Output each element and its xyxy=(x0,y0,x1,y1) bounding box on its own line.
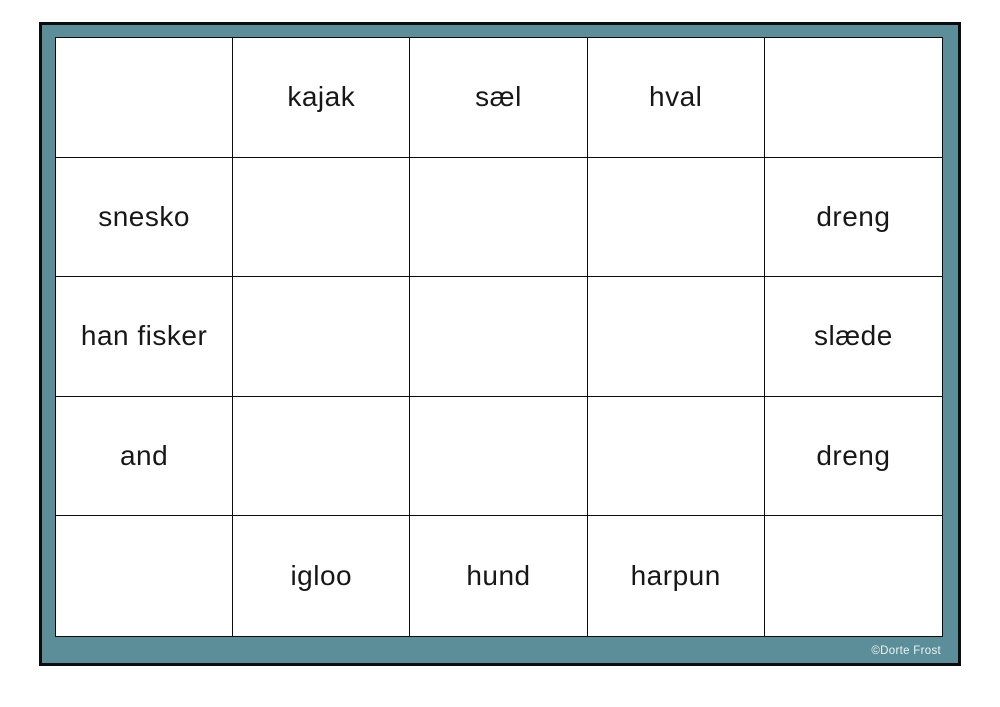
board-cell-empty[interactable] xyxy=(764,516,942,636)
cell-word-label: dreng xyxy=(816,440,891,472)
cell-word-label: han fisker xyxy=(80,320,208,352)
bingo-card-panel: kajak sæl hval snesko dreng han fisker slæde an… xyxy=(55,37,943,637)
cell-word-label: igloo xyxy=(290,560,353,592)
board-cell-word[interactable]: dreng xyxy=(764,157,942,278)
board-cell-word[interactable]: and xyxy=(56,396,234,517)
board-cell-empty[interactable] xyxy=(233,157,411,278)
board-cell-empty[interactable] xyxy=(233,396,411,517)
board-cell-empty[interactable] xyxy=(587,277,765,397)
bingo-grid: kajak sæl hval snesko dreng han fisker slæde an… xyxy=(56,38,942,636)
board-cell-word[interactable]: igloo xyxy=(233,516,411,636)
board-cell-empty[interactable] xyxy=(410,277,588,397)
cell-word-label: hval xyxy=(649,81,703,113)
board-cell-empty[interactable] xyxy=(56,38,234,158)
bingo-card-frame: kajak sæl hval snesko dreng han fisker slæde an… xyxy=(39,22,961,666)
board-cell-word[interactable]: snesko xyxy=(56,157,234,278)
board-cell-empty[interactable] xyxy=(410,396,588,517)
cell-word-label: harpun xyxy=(630,560,721,592)
cell-word-label: kajak xyxy=(287,81,356,113)
board-cell-word[interactable]: hund xyxy=(410,516,588,636)
board-cell-word[interactable]: han fisker xyxy=(56,277,234,397)
board-cell-empty[interactable] xyxy=(587,396,765,517)
board-cell-empty[interactable] xyxy=(587,157,765,278)
board-cell-empty[interactable] xyxy=(410,157,588,278)
board-cell-empty[interactable] xyxy=(233,277,411,397)
board-cell-empty[interactable] xyxy=(764,38,942,158)
cell-word-label: slæde xyxy=(814,320,893,352)
cell-word-label: sæl xyxy=(475,81,522,113)
cell-word-label: hund xyxy=(466,560,531,592)
cell-word-label: dreng xyxy=(816,200,891,232)
board-cell-empty[interactable] xyxy=(56,516,234,636)
board-cell-word[interactable]: dreng xyxy=(764,396,942,517)
board-cell-word[interactable]: kajak xyxy=(233,38,411,158)
copyright-credit: ©Dorte Frost xyxy=(871,645,941,657)
board-cell-word[interactable]: sæl xyxy=(410,38,588,158)
cell-word-label: snesko xyxy=(98,200,190,232)
board-cell-word[interactable]: slæde xyxy=(764,277,942,397)
cell-word-label: and xyxy=(119,440,169,472)
board-cell-word[interactable]: hval xyxy=(587,38,765,158)
board-cell-word[interactable]: harpun xyxy=(587,516,765,636)
